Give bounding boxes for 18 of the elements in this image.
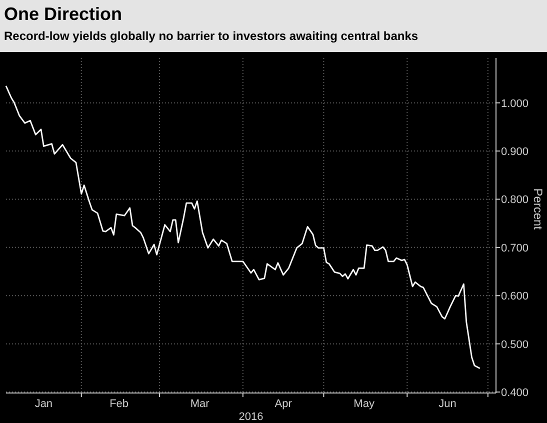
y-tick-label: 0.400 [501,387,529,400]
x-tick-label: Jan [34,398,53,410]
y-axis-title: Percent [531,188,545,230]
x-tick-label: May [354,398,375,410]
x-axis-title: 2016 [238,411,264,423]
x-tick-label: Jun [438,398,456,410]
y-tick-label: 0.800 [501,194,529,206]
chart-title: One Direction [4,4,122,24]
y-tick-label: 0.700 [501,242,529,254]
x-tick-label: Feb [110,398,129,410]
line-series [5,85,481,370]
y-tick-label: 1.000 [501,98,529,110]
chart-subtitle: Record-low yields globally no barrier to investors awaiting central banks [4,29,418,43]
x-tick-label: Apr [274,398,292,410]
y-tick-label: 0.900 [501,146,529,158]
y-tick-label: 0.500 [501,338,529,351]
x-tick-label: Mar [190,398,210,410]
y-tick-label: 0.600 [501,290,529,303]
